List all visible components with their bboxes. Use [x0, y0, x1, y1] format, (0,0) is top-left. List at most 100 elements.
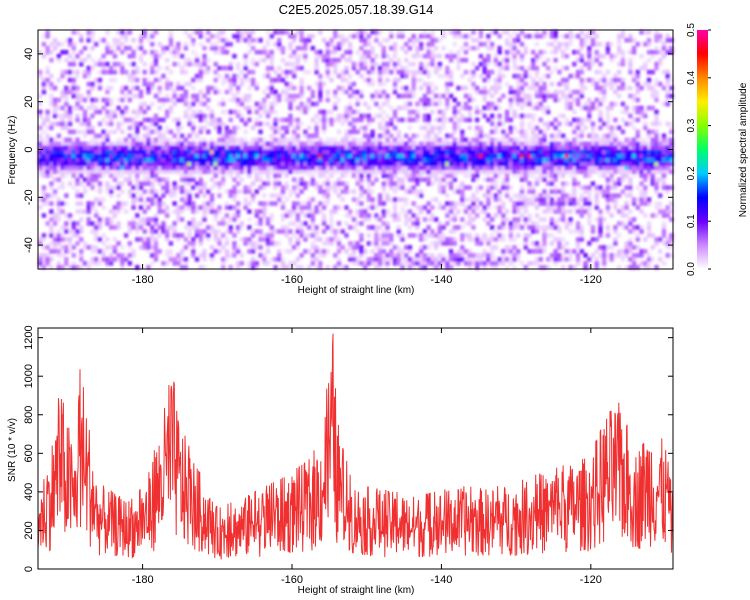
heatmap-cell [138, 89, 144, 95]
heatmap-cell [504, 141, 510, 147]
heatmap-cell [235, 157, 241, 163]
heatmap-cell [232, 245, 237, 250]
heatmap-cell [45, 125, 50, 131]
heatmap-cell [419, 165, 424, 171]
heatmap-cell [572, 169, 577, 174]
heatmap-cell [168, 33, 174, 39]
heatmap-cell [38, 161, 43, 167]
heatmap-cell [602, 165, 607, 171]
heatmap-cell [542, 193, 547, 198]
heatmap-cell [430, 261, 435, 266]
heatmap-cell [575, 165, 581, 171]
heatmap-cell [374, 165, 379, 171]
heatmap-cell [377, 153, 383, 159]
heatmap-cell [161, 149, 166, 155]
heatmap-cell [176, 45, 181, 51]
heatmap-cell [306, 233, 312, 238]
heatmap-cell [486, 165, 491, 171]
heatmap-cell [262, 73, 267, 79]
heatmap-cell [108, 69, 114, 75]
heatmap-cell [187, 141, 192, 147]
heatmap-cell [471, 81, 476, 87]
heatmap-cell [333, 209, 338, 214]
heatmap-cell [90, 65, 95, 71]
heatmap-cell [295, 213, 301, 218]
heatmap-cell [553, 117, 558, 123]
heatmap-cell [150, 30, 155, 35]
heatmap-cell [456, 57, 461, 63]
heatmap-cell [560, 173, 566, 178]
heatmap-cell [355, 241, 360, 246]
heatmap-cell [329, 109, 334, 115]
heatmap-cell [407, 161, 413, 167]
heatmap-cell [396, 157, 401, 163]
heatmap-cell [131, 205, 136, 210]
heatmap-cell [262, 185, 267, 190]
heatmap-cell [269, 201, 274, 206]
heatmap-cell [362, 113, 368, 119]
heatmap-cell [523, 69, 528, 75]
heatmap-cell [41, 245, 47, 250]
heatmap-cell [366, 157, 372, 163]
heatmap-cell [549, 165, 555, 171]
heatmap-cell [557, 241, 562, 246]
heatmap-cell [82, 149, 88, 155]
heatmap-cell [310, 153, 316, 159]
heatmap-cell [486, 69, 491, 75]
heatmap-cell [127, 53, 132, 59]
heatmap-cell [579, 157, 584, 163]
heatmap-cell [153, 53, 159, 59]
heatmap-cell [411, 149, 416, 155]
heatmap-cell [71, 81, 76, 87]
heatmap-cell [504, 53, 510, 59]
heatmap-cell [415, 113, 420, 119]
heatmap-cell [329, 137, 334, 143]
heatmap-cell [228, 133, 233, 139]
heatmap-cell [377, 65, 383, 71]
heatmap-cell [206, 225, 211, 230]
heatmap-cell [422, 113, 428, 119]
heatmap-cell [194, 30, 200, 35]
heatmap-cell [179, 69, 185, 75]
heatmap-cell [602, 173, 607, 178]
heatmap-cell [400, 45, 405, 51]
heatmap-cell [478, 241, 484, 246]
heatmap-cell [172, 149, 177, 155]
heatmap-cell [318, 141, 323, 147]
heatmap-cell [422, 69, 428, 75]
heatmap-cell [112, 65, 118, 71]
heatmap-cell [359, 177, 364, 182]
heatmap-cell [176, 49, 181, 55]
heatmap-cell [538, 169, 543, 174]
heatmap-cell [101, 205, 106, 210]
heatmap-cell [142, 49, 147, 55]
heatmap-cell [445, 193, 450, 198]
heatmap-cell [572, 149, 577, 155]
heatmap-cell [292, 261, 297, 266]
heatmap-cell [568, 201, 573, 206]
heatmap-cell [471, 197, 476, 202]
heatmap-cell [250, 245, 256, 250]
heatmap-cell [49, 121, 54, 127]
heatmap-cell [217, 73, 222, 79]
heatmap-cell [411, 85, 416, 91]
heatmap-cell [64, 89, 69, 95]
heatmap-cell [321, 57, 327, 63]
heatmap-cell [179, 189, 185, 194]
heatmap-cell [90, 161, 95, 167]
heatmap-cell [75, 229, 80, 234]
heatmap-cell [79, 93, 84, 99]
heatmap-cell [493, 197, 499, 202]
heatmap-cell [344, 173, 349, 178]
heatmap-cell [187, 161, 192, 167]
heatmap-cell [165, 57, 170, 63]
heatmap-cell [557, 97, 562, 103]
heatmap-cell [295, 217, 301, 222]
heatmap-cell [463, 185, 469, 190]
heatmap-cell [127, 261, 132, 266]
heatmap-cell [157, 181, 162, 186]
heatmap-cell [344, 169, 349, 174]
heatmap-cell [157, 65, 162, 71]
heatmap-cell [381, 201, 386, 206]
heatmap-cell [79, 253, 84, 258]
